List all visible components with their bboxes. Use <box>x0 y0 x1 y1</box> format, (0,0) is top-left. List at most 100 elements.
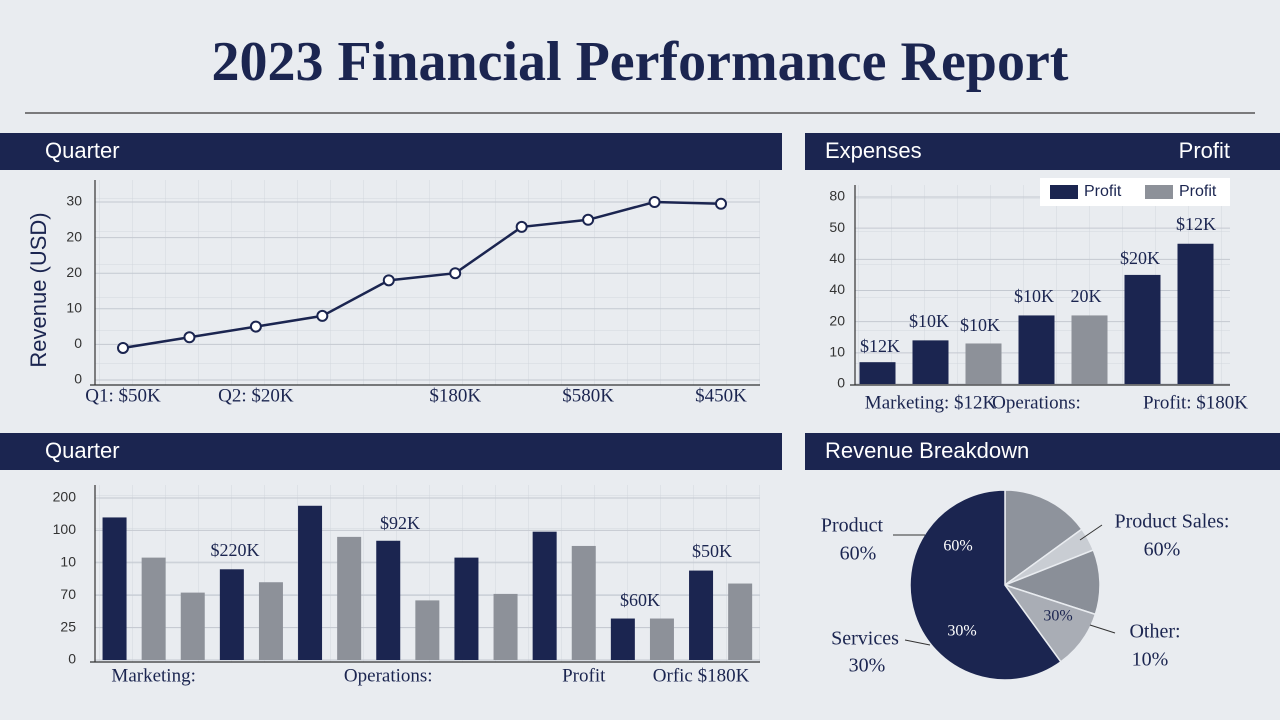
annotation: 20K <box>1071 286 1102 306</box>
panel-header-text: Quarter <box>45 438 120 463</box>
y-tick-label: 0 <box>74 335 82 351</box>
legend-swatch <box>1145 185 1173 199</box>
bar <box>649 618 674 660</box>
bar <box>728 583 753 660</box>
bar <box>912 340 949 384</box>
y-tick-label: 25 <box>60 618 76 634</box>
y-tick-label: 10 <box>60 554 76 570</box>
pie-slice <box>909 489 1062 681</box>
y-tick-label: 10 <box>829 344 845 360</box>
bar <box>337 536 362 660</box>
point <box>515 220 528 233</box>
annotation: $12K <box>1176 214 1216 234</box>
bar <box>493 593 518 660</box>
annotation: $60K <box>620 590 660 610</box>
y-tick-label: 40 <box>829 250 845 266</box>
x-tick-label: $580K <box>562 385 614 406</box>
panel-header <box>0 133 782 170</box>
y-tick-label: 20 <box>66 228 82 244</box>
x-tick-label: Profit <box>562 665 606 686</box>
annotation: $12K <box>860 336 900 356</box>
annotation: 60% <box>943 538 972 555</box>
annotation: Services <box>831 628 899 650</box>
y-tick-label: 10 <box>66 300 82 316</box>
leader-line <box>1089 624 1116 634</box>
bar <box>102 517 127 660</box>
x-tick-label: Profit: $180K <box>1143 392 1248 413</box>
bar <box>1177 243 1214 384</box>
panel-header-text: Profit <box>1179 138 1230 163</box>
annotation: 30% <box>1043 608 1072 625</box>
bar <box>141 557 166 660</box>
y-tick-label: 0 <box>837 375 845 391</box>
annotation: $50K <box>692 541 732 561</box>
point <box>582 213 595 226</box>
legend-label: Profit <box>1084 183 1122 200</box>
annotation: 30% <box>849 655 886 677</box>
panel-header-text: Quarter <box>45 138 120 163</box>
bar <box>454 557 479 660</box>
panel-header <box>805 133 1280 170</box>
annotation: Other: <box>1129 621 1180 643</box>
bar <box>571 545 596 660</box>
y-tick-label: 50 <box>829 219 845 235</box>
y-tick-label: 100 <box>53 521 77 537</box>
annotation: $220K <box>211 540 260 560</box>
point <box>382 274 395 287</box>
point <box>249 320 262 333</box>
y-tick-label: 20 <box>66 264 82 280</box>
point <box>648 196 661 208</box>
bar <box>689 570 714 660</box>
panel-header-text: Revenue Breakdown <box>825 438 1029 463</box>
annotation: Product <box>821 515 884 537</box>
panel-header <box>0 433 782 470</box>
annotation: $10K <box>1014 286 1054 306</box>
y-tick-label: 80 <box>829 188 845 204</box>
bar <box>1124 274 1161 384</box>
annotation: $92K <box>380 513 420 533</box>
point <box>183 331 196 344</box>
annotation: Product Sales: <box>1115 511 1230 533</box>
y-tick-label: 200 <box>53 489 77 505</box>
page-title: 2023 Financial Performance Report <box>212 31 1069 93</box>
annotation: 60% <box>840 543 877 565</box>
x-tick-label: Operations: <box>992 392 1081 413</box>
annotation: 60% <box>1144 539 1181 561</box>
y-tick-label: 70 <box>60 586 76 602</box>
x-tick-label: $450K <box>695 385 747 406</box>
x-tick-label: Marketing: <box>111 665 195 686</box>
x-tick-label: Q2: $20K <box>218 385 294 406</box>
y-tick-label: 20 <box>829 312 845 328</box>
bar <box>1018 315 1055 384</box>
legend-swatch <box>1050 185 1078 199</box>
bar <box>610 618 635 660</box>
bar <box>376 540 401 660</box>
leader-line <box>1079 524 1103 541</box>
panel-header-text: Expenses <box>825 138 922 163</box>
y-tick-label: 0 <box>74 371 82 387</box>
x-tick-label: Marketing: $12K <box>865 392 997 413</box>
line <box>122 200 722 350</box>
bar <box>298 505 323 660</box>
y-axis-label: Revenue (USD) <box>26 212 51 367</box>
annotation: $20K <box>1120 248 1160 268</box>
bar <box>532 531 557 660</box>
point <box>715 197 727 210</box>
y-tick-label: 0 <box>68 651 76 667</box>
bar <box>415 600 440 660</box>
y-tick-label: 30 <box>66 193 82 209</box>
annotation: 30% <box>947 623 976 640</box>
point <box>449 267 462 280</box>
annotation: 10% <box>1132 649 1169 671</box>
bar <box>180 592 205 660</box>
annotation: $10K <box>960 315 1000 335</box>
legend-label: Profit <box>1179 183 1217 200</box>
point <box>316 309 329 322</box>
pie-slice <box>1002 549 1101 616</box>
bar <box>965 343 1002 384</box>
bar <box>859 362 896 384</box>
leader-line <box>904 639 931 646</box>
x-tick-label: $180K <box>429 385 481 406</box>
x-tick-label: Operations: <box>344 665 433 686</box>
x-tick-label: Orfic $180K <box>653 665 750 686</box>
